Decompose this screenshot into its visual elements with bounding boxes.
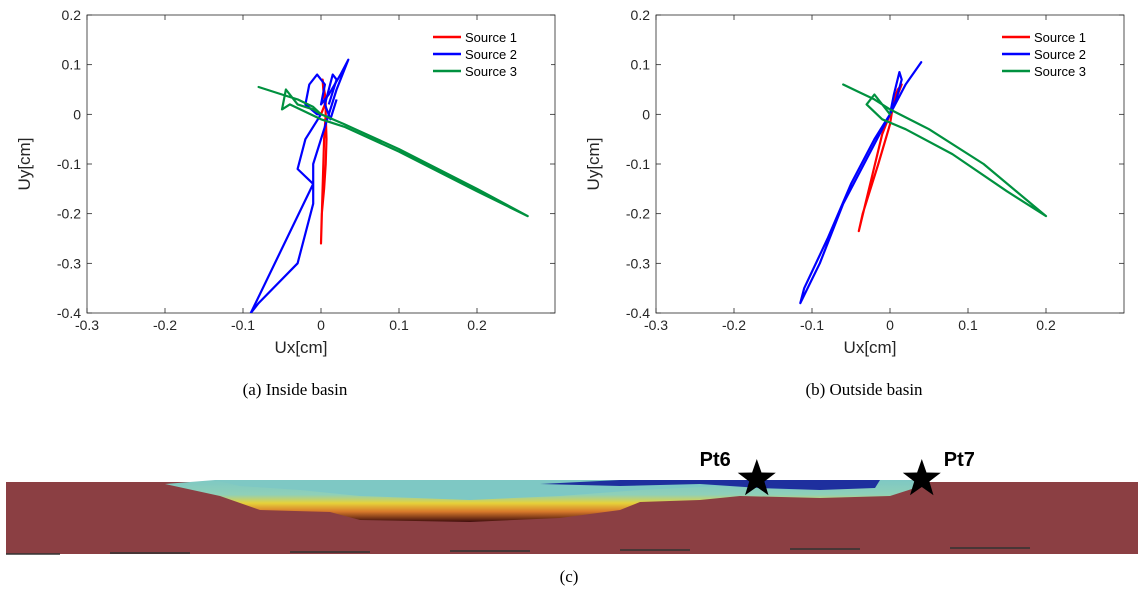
series-line-2-extra bbox=[323, 73, 338, 121]
y-tick-label: -0.1 bbox=[57, 156, 81, 172]
x-tick-label: 0.1 bbox=[389, 317, 409, 333]
caption-cross-section: (c) bbox=[559, 567, 579, 586]
y-tick-label: 0.1 bbox=[62, 57, 82, 73]
x-axis-label: Ux[cm] bbox=[844, 338, 897, 357]
caption-inside-basin: (a) Inside basin bbox=[242, 380, 348, 399]
y-tick-label: 0.1 bbox=[631, 57, 651, 73]
y-tick-label: 0 bbox=[642, 106, 650, 122]
x-tick-label: 0 bbox=[317, 317, 325, 333]
x-tick-label: 0 bbox=[886, 317, 894, 333]
y-tick-label: -0.4 bbox=[57, 305, 81, 321]
x-tick-label: -0.2 bbox=[722, 317, 746, 333]
chart-outside-basin: -0.3 -0.2 -0.1 0 0.1 0.20.20.10-0.1-0.2-0.3-0… bbox=[584, 7, 1125, 357]
legend-entry: Source 2 bbox=[465, 47, 517, 62]
x-tick-label: 0.2 bbox=[1036, 317, 1056, 333]
marker-label-pt6: Pt6 bbox=[700, 449, 731, 471]
x-tick-label: -0.1 bbox=[231, 317, 255, 333]
y-tick-label: 0 bbox=[73, 106, 81, 122]
marker-star-pt6 bbox=[737, 459, 776, 496]
x-axis-label: Ux[cm] bbox=[275, 338, 328, 357]
legend-entry: Source 3 bbox=[1034, 64, 1086, 79]
y-tick-label: -0.3 bbox=[57, 255, 81, 271]
y-tick-label: 0.2 bbox=[631, 7, 651, 23]
x-tick-label: -0.2 bbox=[153, 317, 177, 333]
caption-outside-basin: (b) Outside basin bbox=[805, 380, 923, 399]
bottom-dashes bbox=[6, 547, 1030, 555]
legend-entry: Source 2 bbox=[1034, 47, 1086, 62]
x-tick-label: 0.2 bbox=[467, 317, 487, 333]
y-tick-label: -0.1 bbox=[626, 156, 650, 172]
y-tick-label: -0.2 bbox=[626, 206, 650, 222]
y-axis-label: Uy[cm] bbox=[584, 138, 603, 191]
series-line-3 bbox=[257, 85, 529, 218]
y-tick-label: -0.2 bbox=[57, 206, 81, 222]
x-tick-label: -0.3 bbox=[644, 317, 668, 333]
marker-star-pt7 bbox=[902, 459, 941, 496]
legend-entry: Source 1 bbox=[1034, 30, 1086, 45]
y-tick-label: -0.3 bbox=[626, 255, 650, 271]
x-tick-label: 0.1 bbox=[958, 317, 978, 333]
marker-label-pt7: Pt7 bbox=[944, 449, 975, 471]
legend-entry: Source 3 bbox=[465, 64, 517, 79]
basin-blue-zone bbox=[540, 480, 880, 490]
basin-cross-section: Pt6 Pt7 bbox=[6, 449, 1138, 555]
x-tick-label: -0.3 bbox=[75, 317, 99, 333]
series-line-2 bbox=[249, 58, 350, 313]
y-tick-label: -0.4 bbox=[626, 305, 650, 321]
y-tick-label: 0.2 bbox=[62, 7, 82, 23]
series-group bbox=[799, 61, 1048, 305]
legend-entry: Source 1 bbox=[465, 30, 517, 45]
series-group bbox=[249, 58, 529, 313]
y-axis-label: Uy[cm] bbox=[15, 138, 34, 191]
chart-inside-basin: -0.3 -0.2 -0.1 0 0.1 0.20.20.10-0.1-0.2-0.3-0… bbox=[15, 7, 556, 357]
basin-upper-layer bbox=[215, 480, 880, 500]
series-line-2 bbox=[799, 61, 923, 305]
x-tick-label: -0.1 bbox=[800, 317, 824, 333]
markers-group: Pt6 Pt7 bbox=[700, 449, 975, 496]
series-line-3 bbox=[842, 83, 1048, 218]
